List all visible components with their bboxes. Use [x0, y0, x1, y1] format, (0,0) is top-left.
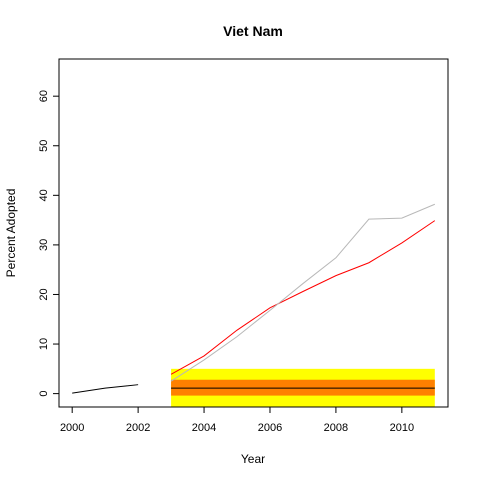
- x-tick-label-2002: 2002: [126, 422, 150, 434]
- axes-layer: 2000 2002 2004 2006 2008 2010 0 10 20 30 40 50 60: [38, 90, 414, 434]
- series-line-3: [170, 220, 436, 375]
- x-tick-label-2004: 2004: [192, 422, 216, 434]
- y-tick-label-50: 50: [38, 140, 50, 152]
- plot-frame: [58, 58, 449, 408]
- series-line-1: [72, 384, 139, 394]
- y-tick-label-20: 20: [38, 288, 50, 300]
- x-tick-label-2006: 2006: [258, 422, 282, 434]
- y-tick-label-60: 60: [38, 90, 50, 102]
- chart-title: Viet Nam: [223, 23, 283, 39]
- series-line-4: [170, 203, 436, 382]
- series-layer: [72, 203, 436, 394]
- y-tick-label-40: 40: [38, 189, 50, 201]
- x-axis-label: Year: [241, 452, 265, 466]
- y-tick-label-10: 10: [38, 338, 50, 350]
- y-tick-label-0: 0: [38, 391, 50, 397]
- x-tick-label-2000: 2000: [60, 422, 84, 434]
- x-tick-label-2010: 2010: [390, 422, 414, 434]
- y-axis-label: Percent Adopted: [4, 189, 18, 278]
- y-tick-label-30: 30: [38, 239, 50, 251]
- x-tick-label-2008: 2008: [324, 422, 348, 434]
